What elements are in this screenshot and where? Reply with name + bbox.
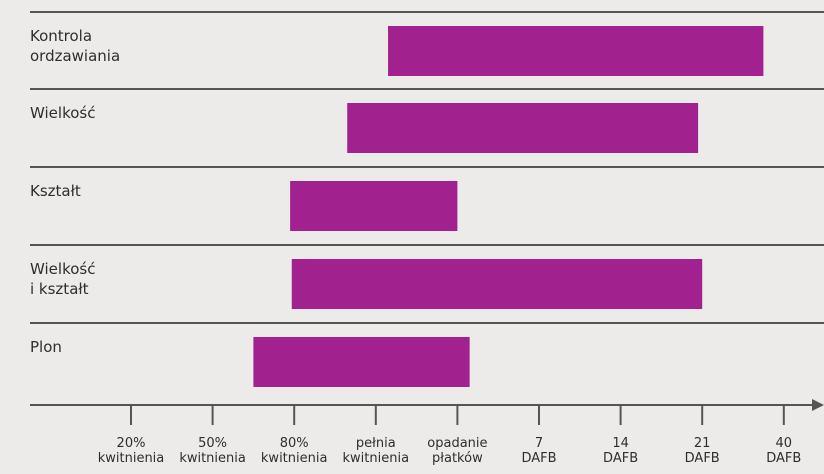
x-axis xyxy=(30,399,824,425)
row-label: Wielkość xyxy=(30,103,180,123)
x-tick-label: 80% kwitnienia xyxy=(252,436,336,466)
bars xyxy=(253,26,764,387)
x-tick-label-line: opadanie xyxy=(427,436,488,451)
x-tick-label-line: DAFB xyxy=(521,451,557,466)
row-label-line: Kontrola xyxy=(30,27,93,45)
x-tick-label: 40 DAFB xyxy=(742,436,824,466)
x-tick-label: 21 DAFB xyxy=(660,436,744,466)
x-tick-label-line: kwitnienia xyxy=(342,451,410,466)
range-bar xyxy=(290,181,458,231)
x-tick-label-line: kwitnienia xyxy=(260,451,328,466)
row-label: Wielkość i kształt xyxy=(30,259,180,299)
x-tick-label-line: 21 xyxy=(693,436,711,451)
row-label-line: i kształt xyxy=(30,280,89,298)
x-tick-label-line: kwitnienia xyxy=(97,451,165,466)
row-label-line: Plon xyxy=(30,338,62,356)
x-axis-arrow-icon xyxy=(812,399,824,411)
x-tick-label: 14 DAFB xyxy=(579,436,663,466)
x-tick-label-line: DAFB xyxy=(684,451,720,466)
x-tick-label-line: 50% xyxy=(198,436,228,451)
range-bar xyxy=(388,26,764,76)
row-label: Kontrola ordzawiania xyxy=(30,26,180,66)
row-label-line: Kształt xyxy=(30,182,81,200)
range-bar xyxy=(347,103,699,153)
x-tick-label: 50% kwitnienia xyxy=(171,436,255,466)
row-label: Kształt xyxy=(30,181,180,201)
row-label: Plon xyxy=(30,337,180,357)
x-tick-label: opadanie płatków xyxy=(415,436,499,466)
x-tick-label: 7 DAFB xyxy=(497,436,581,466)
x-tick-label-line: 20% xyxy=(116,436,146,451)
x-tick-label-line: 7 xyxy=(534,436,544,451)
range-bar xyxy=(253,337,470,387)
x-tick-label-line: pełnia xyxy=(355,436,396,451)
x-tick-label-line: DAFB xyxy=(603,451,639,466)
x-tick-label-line: 40 xyxy=(775,436,793,451)
range-bar xyxy=(291,259,703,309)
row-label-line: ordzawiania xyxy=(30,47,121,65)
x-tick-label-line: płatków xyxy=(432,451,483,466)
row-label-line: Wielkość xyxy=(30,104,96,122)
x-tick-label-line: 80% xyxy=(279,436,309,451)
x-tick-label-line: 14 xyxy=(612,436,629,451)
x-tick-label: pełnia kwitnienia xyxy=(334,436,418,466)
row-label-line: Wielkość xyxy=(30,260,96,278)
x-tick-label-line: kwitnienia xyxy=(179,451,246,466)
row-separators xyxy=(30,11,824,324)
x-tick-label-line: DAFB xyxy=(766,451,802,466)
x-tick-label: 20% kwitnienia xyxy=(89,436,173,466)
